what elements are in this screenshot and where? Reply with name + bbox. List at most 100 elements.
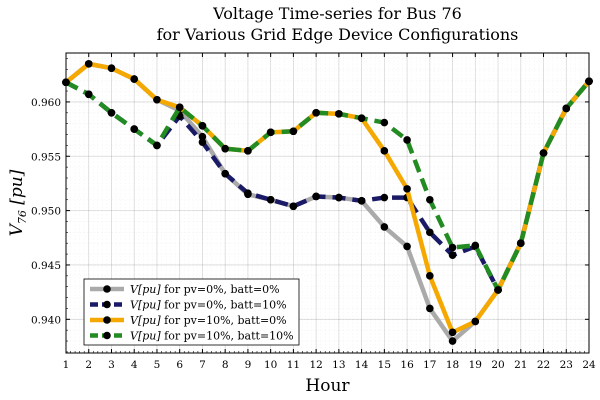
data-point: [244, 189, 252, 198]
x-tick-label: 22: [537, 359, 550, 371]
data-point: [426, 304, 434, 313]
data-point: [403, 136, 411, 144]
data-point: [130, 125, 139, 133]
data-point: [107, 108, 116, 117]
data-point: [266, 195, 275, 204]
data-point: [380, 223, 389, 231]
legend-label-text: for pv=0%, batt=0%: [161, 283, 280, 296]
x-tick-label: 9: [245, 359, 252, 371]
data-point: [380, 147, 389, 155]
data-point: [380, 118, 389, 127]
legend-entry: V[pu] for pv=0%, batt=0%: [90, 283, 280, 296]
data-point: [198, 132, 207, 141]
x-tick-label: 16: [400, 359, 414, 371]
x-tick-label: 21: [514, 359, 527, 371]
data-point: [266, 128, 275, 137]
data-point: [380, 193, 389, 202]
y-label-subscript: 76: [16, 210, 29, 224]
legend-label-text: for pv=0%, batt=10%: [161, 299, 287, 312]
y-tick-label: 0.950: [31, 206, 61, 218]
x-tick-labels: 1 2 3 4 5 6 7 8 9 10 11 12 13 14 15 16 17 18 19 20 21 22 23 24: [63, 359, 596, 371]
data-point: [426, 195, 434, 204]
series-lines: [62, 60, 593, 345]
y-tick-label: 0.945: [31, 260, 61, 272]
x-axis-label: Hour: [305, 376, 350, 396]
x-tick-label: 19: [469, 359, 482, 371]
legend-label-text: for pv=10%, batt=0%: [161, 314, 287, 327]
data-point: [335, 193, 343, 202]
data-point: [516, 239, 525, 248]
chart-title: Voltage Time-series for Bus 76 for Variou…: [157, 4, 519, 44]
title-line: for Various Grid Edge Device Configurati…: [157, 25, 519, 44]
y-tick-label: 0.940: [31, 314, 61, 326]
axis-ticks: [65, 53, 590, 353]
y-tick-label: 0.960: [31, 97, 61, 109]
x-tick-label: 18: [446, 359, 459, 371]
data-point: [84, 90, 93, 99]
data-point: [107, 64, 116, 73]
x-tick-label: 4: [131, 359, 138, 371]
y-label-unit: [pu]: [7, 169, 27, 210]
data-point: [198, 138, 207, 146]
x-tick-label: 3: [108, 359, 115, 371]
legend-label-symbol: V[pu]: [130, 299, 161, 312]
series-4: [62, 77, 593, 294]
y-tick-labels: 0.940 0.945 0.950 0.955 0.960: [31, 97, 61, 326]
legend-entry: V[pu] for pv=10%, batt=10%: [90, 330, 294, 343]
legend-label-symbol: V[pu]: [130, 314, 161, 327]
x-tick-label: 23: [560, 359, 573, 371]
data-point: [335, 110, 343, 118]
data-point: [403, 242, 411, 251]
title-line: Voltage Time-series for Bus 76: [212, 4, 462, 23]
data-point: [562, 104, 571, 113]
data-point: [221, 144, 229, 153]
data-point: [426, 228, 434, 237]
data-point: [448, 251, 457, 259]
data-point: [175, 103, 184, 112]
legend-label-symbol: V[pu]: [130, 283, 161, 296]
x-tick-label: 6: [176, 359, 183, 371]
data-point: [221, 169, 229, 178]
x-tick-label: 17: [423, 359, 436, 371]
data-point: [153, 95, 161, 104]
legend-marker: [103, 331, 111, 340]
x-tick-label: 2: [85, 359, 92, 371]
data-point: [312, 192, 320, 201]
y-axis-label: V76 [pu]: [7, 169, 29, 236]
x-tick-label: 20: [491, 359, 504, 371]
data-point: [357, 114, 366, 123]
x-tick-label: 7: [199, 359, 206, 371]
x-tick-label: 1: [63, 359, 70, 371]
legend-marker: [103, 300, 111, 309]
legend-label: V[pu] for pv=10%, batt=10%: [130, 330, 294, 343]
data-point: [494, 286, 502, 294]
x-tick-label: 15: [378, 359, 391, 371]
data-point: [426, 272, 434, 280]
x-tick-label: 11: [287, 359, 300, 371]
x-tick-label: 13: [332, 359, 345, 371]
legend-entry: V[pu] for pv=10%, batt=0%: [90, 314, 287, 327]
x-tick-label: 10: [264, 359, 277, 371]
legend-label-symbol: V[pu]: [130, 330, 161, 343]
data-point: [153, 141, 161, 150]
data-point: [84, 60, 93, 68]
legend-label: V[pu] for pv=0%, batt=10%: [130, 299, 287, 312]
data-point: [289, 202, 298, 211]
x-tick-label: 8: [222, 359, 229, 371]
data-point: [403, 185, 411, 193]
data-point: [312, 108, 320, 117]
data-point: [448, 328, 457, 337]
plot-frame: [65, 52, 590, 354]
data-point: [198, 122, 207, 130]
data-point: [471, 241, 480, 250]
legend-entry: V[pu] for pv=0%, batt=10%: [90, 299, 287, 312]
x-tick-label: 14: [355, 359, 369, 371]
data-point: [471, 317, 480, 326]
series-line: [64, 79, 591, 293]
y-label-symbol: V: [7, 222, 27, 236]
legend-marker: [103, 285, 111, 293]
legend-label: V[pu] for pv=10%, batt=0%: [130, 314, 287, 327]
legend-label: V[pu] for pv=0%, batt=0%: [130, 283, 280, 296]
data-point: [448, 337, 457, 345]
